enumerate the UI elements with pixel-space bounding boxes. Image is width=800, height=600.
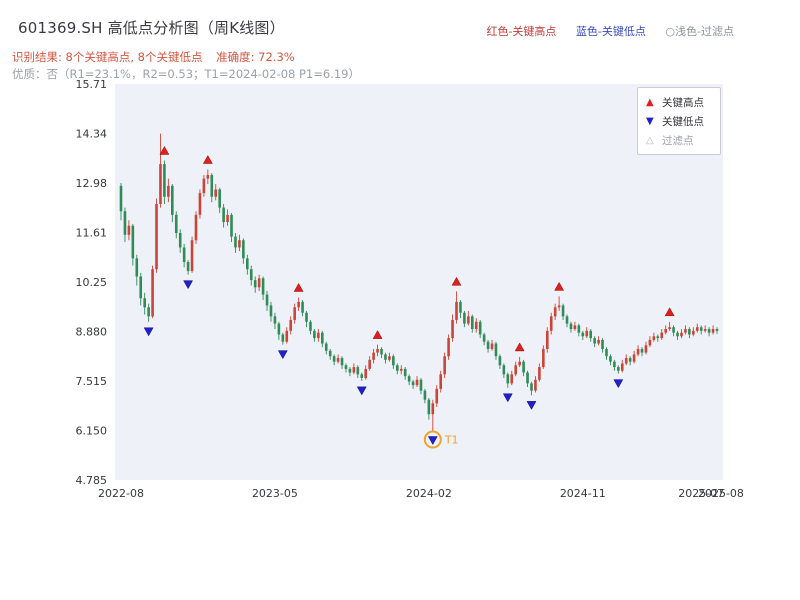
svg-text:11.61: 11.61 bbox=[76, 227, 108, 240]
key-low-triangle-icon: ▼ bbox=[646, 116, 654, 127]
legend-key-high-label: 关键高点 bbox=[662, 97, 704, 109]
legend-item-key-high: ▲ 关键高点 bbox=[646, 93, 714, 112]
t1-label: T1 bbox=[444, 434, 459, 447]
candles-group bbox=[119, 133, 719, 431]
svg-text:10.25: 10.25 bbox=[76, 276, 108, 289]
svg-text:2025-07: 2025-07 bbox=[678, 487, 724, 500]
svg-text:2024-11: 2024-11 bbox=[560, 487, 606, 500]
key-high-triangle-icon: ▲ bbox=[646, 97, 654, 108]
recognition-result: 识别结果: 8个关键高点, 8个关键低点 准确度: 72.3% bbox=[12, 49, 295, 65]
quality-note: 优质：否（R1=23.1%，R2=0.53；T1=2024-02-08 P1=6… bbox=[12, 67, 360, 81]
svg-text:14.34: 14.34 bbox=[76, 128, 108, 141]
page-title: 601369.SH 高低点分析图（周K线图） bbox=[18, 19, 285, 37]
color-legend: 红色-关键高点 蓝色-关键低点 ○浅色-过滤点 bbox=[470, 23, 734, 39]
marker-legend: ▲ 关键高点 ▼ 关键低点 △ 过滤点 bbox=[637, 87, 721, 155]
accuracy-text: 准确度: 72.3% bbox=[216, 50, 295, 64]
svg-text:6.150: 6.150 bbox=[76, 425, 108, 438]
svg-text:4.785: 4.785 bbox=[76, 474, 108, 487]
key-low-markers bbox=[143, 280, 624, 446]
svg-text:2024-02: 2024-02 bbox=[406, 487, 452, 500]
filtered-triangle-icon: △ bbox=[646, 135, 654, 146]
key-high-markers bbox=[159, 145, 675, 352]
svg-text:2025-08: 2025-08 bbox=[698, 487, 744, 500]
legend-item-filtered: △ 过滤点 bbox=[646, 131, 714, 150]
color-legend-key-low: 蓝色-关键低点 bbox=[575, 25, 646, 38]
plot-area bbox=[115, 84, 723, 480]
legend-filtered-label: 过滤点 bbox=[662, 135, 694, 147]
y-axis-labels: 15.71 14.34 12.98 11.61 10.25 8.880 7.515 6.150… bbox=[76, 78, 108, 487]
t1-annotation: T1 bbox=[423, 430, 459, 449]
result-text: 识别结果: 8个关键高点, 8个关键低点 bbox=[12, 50, 203, 64]
svg-text:15.71: 15.71 bbox=[76, 78, 108, 91]
svg-text:8.880: 8.880 bbox=[76, 326, 108, 339]
svg-text:7.515: 7.515 bbox=[76, 375, 108, 388]
svg-text:2022-08: 2022-08 bbox=[98, 487, 144, 500]
svg-text:2023-05: 2023-05 bbox=[252, 487, 298, 500]
legend-key-low-label: 关键低点 bbox=[662, 116, 704, 128]
svg-text:12.98: 12.98 bbox=[76, 177, 108, 190]
legend-item-key-low: ▼ 关键低点 bbox=[646, 112, 714, 131]
color-legend-filtered: ○浅色-过滤点 bbox=[665, 25, 734, 38]
x-axis-labels: 2022-08 2023-05 2024-02 2024-11 2025-072025-… bbox=[98, 487, 744, 500]
color-legend-key-high: 红色-关键高点 bbox=[486, 25, 557, 38]
